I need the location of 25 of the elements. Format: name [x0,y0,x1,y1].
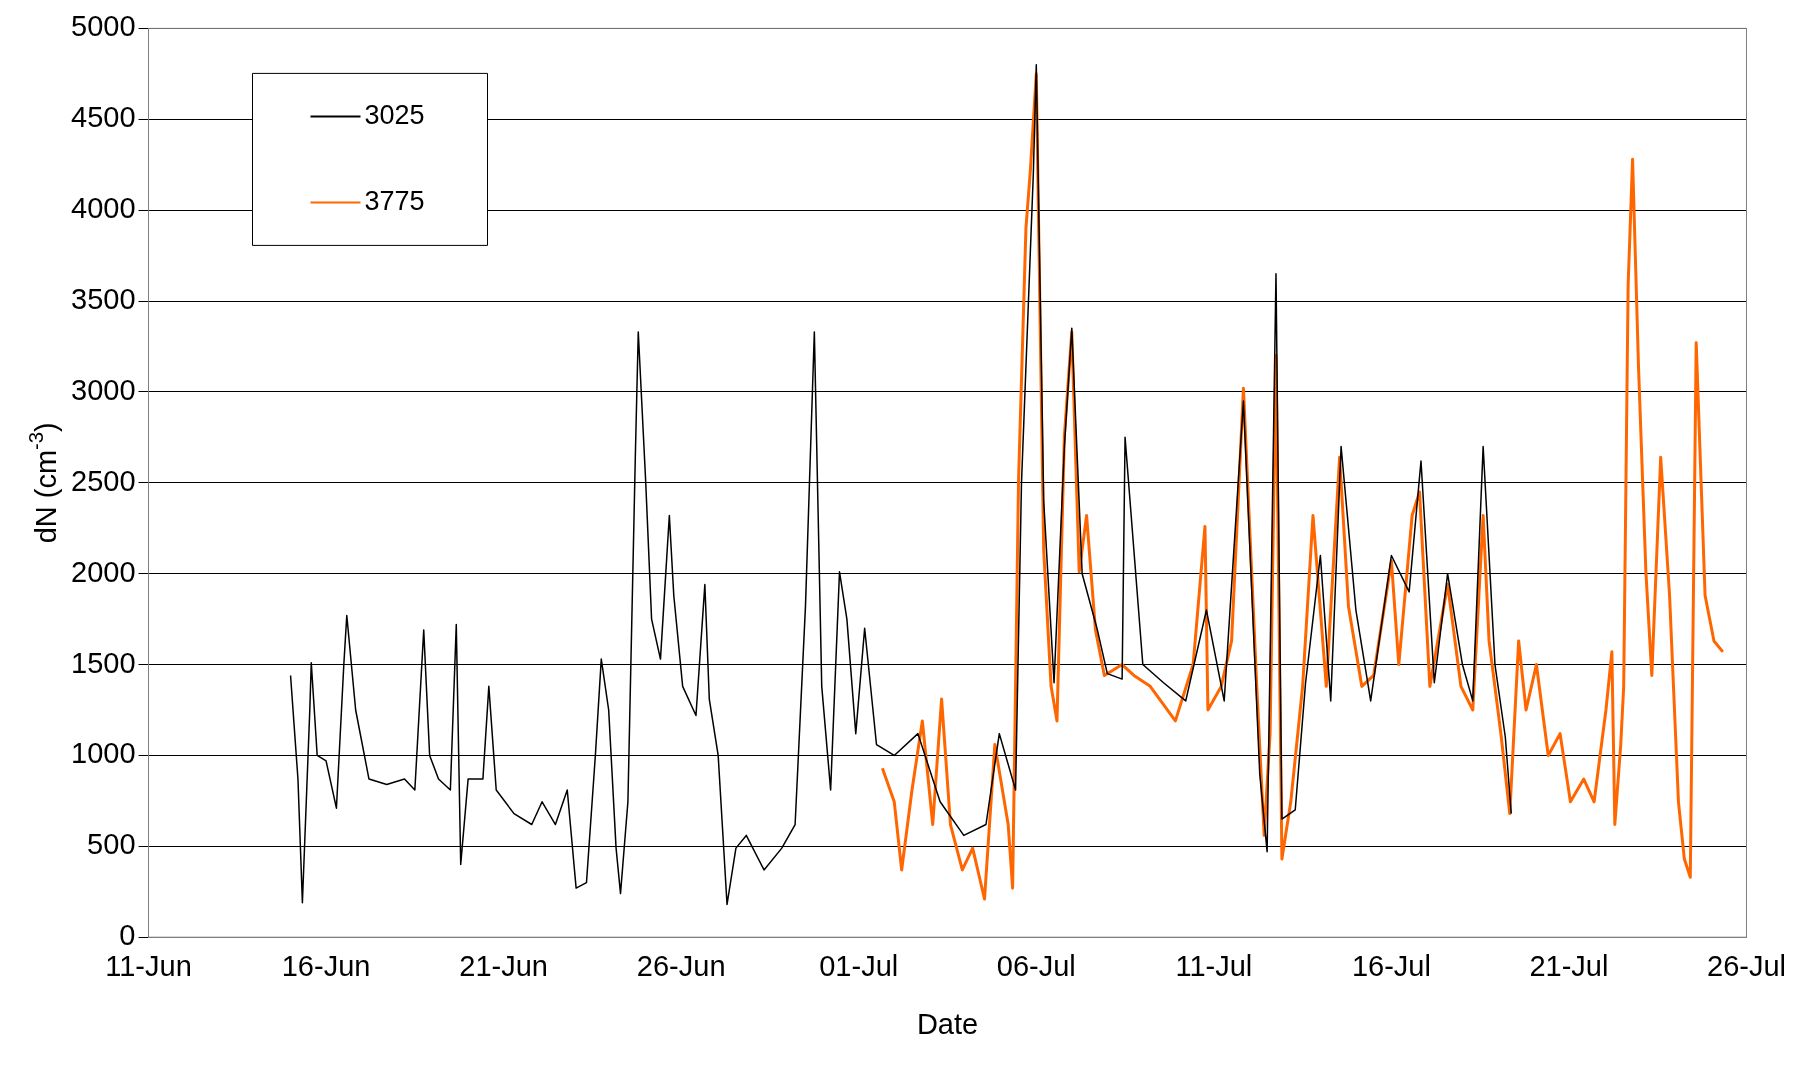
y-axis-title: dN (cm-3) [25,422,62,544]
x-tick-label: 11-Jun [105,949,192,982]
x-axis-title: Date [916,1008,979,1040]
x-tick-label: 01-Jul [819,949,899,982]
x-tick-label: 26-Jun [636,949,726,982]
y-tick-label: 500 [87,828,136,861]
y-tick-label: 0 [119,919,136,952]
y-tick-label: 1000 [71,737,136,770]
y-tick-label: 5000 [71,10,136,43]
y-tick-label: 2500 [71,464,136,497]
y-tick-label: 4500 [71,101,136,134]
legend-label: 3775 [364,185,425,216]
x-tick-label: 11-Jul [1175,949,1253,982]
y-tick-label: 4000 [71,192,136,225]
x-tick-label: 16-Jun [281,949,371,982]
legend-label: 3025 [364,99,425,130]
x-tick-label: 16-Jul [1351,949,1431,982]
x-tick-label: 21-Jun [459,949,548,982]
y-tick-label: 1500 [71,646,136,679]
y-tick-label: 2000 [71,555,136,588]
y-tick-label: 3000 [71,373,136,406]
x-tick-label: 26-Jul [1707,949,1787,982]
y-tick-label: 3500 [71,283,136,316]
x-tick-label: 06-Jul [996,949,1076,982]
x-tick-label: 21-Jul [1529,949,1609,982]
